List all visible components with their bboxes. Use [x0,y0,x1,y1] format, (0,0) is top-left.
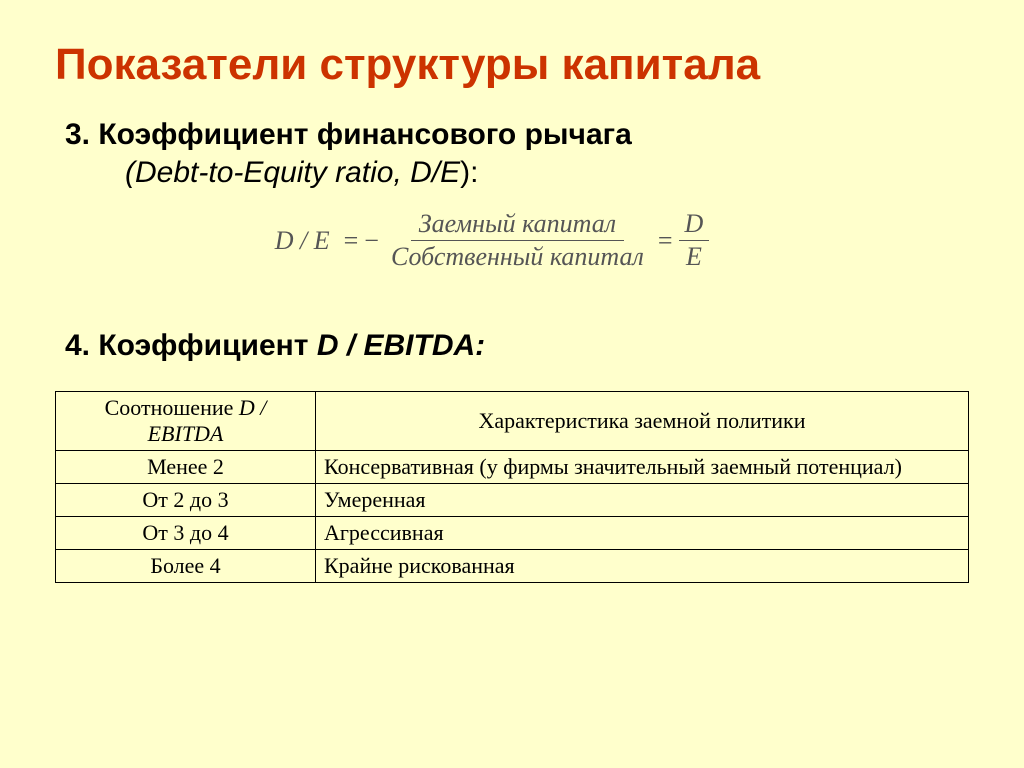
col-header-ratio: Соотношение D / EBITDA [56,391,316,450]
fraction-num: Заемный капитал [411,208,624,242]
cell-ratio: От 3 до 4 [56,516,316,549]
equals-1: = [344,226,359,256]
fraction-de: D E [679,208,710,274]
col-header-desc: Характеристика заемной политики [316,391,969,450]
section-3-sub: (Debt-to-Equity ratio, D/E): [125,156,969,190]
cell-desc: Крайне рискованная [316,549,969,582]
slide-title: Показатели структуры капитала [55,40,969,90]
formula-container: D / E = − Заемный капитал Собственный ка… [15,208,969,274]
table-row: От 3 до 4 Агрессивная [56,516,969,549]
section-4-prefix: 4. Коэффициент [65,329,317,362]
cell-ratio: От 2 до 3 [56,483,316,516]
section-4-heading: 4. Коэффициент D / EBITDA: [65,329,969,363]
paren-open: ( [125,156,135,189]
cell-ratio: Менее 2 [56,450,316,483]
table-row: От 2 до 3 Умеренная [56,483,969,516]
cell-desc: Консервативная (у фирмы значительный зае… [316,450,969,483]
col1-text-a: Соотношение [105,395,239,420]
debitda-table: Соотношение D / EBITDA Характеристика за… [55,391,969,583]
fraction-words: Заемный капитал Собственный капитал [383,208,652,274]
formula-lhs: D / E [275,226,330,256]
table-row: Менее 2 Консервативная (у фирмы значител… [56,450,969,483]
table-header-row: Соотношение D / EBITDA Характеристика за… [56,391,969,450]
minus-sign: − [364,226,379,256]
section-3-heading: 3. Коэффициент финансового рычага [65,115,969,156]
table-row: Более 4 Крайне рискованная [56,549,969,582]
fraction-den: Собственный капитал [383,241,652,274]
cell-desc: Умеренная [316,483,969,516]
de-formula: D / E = − Заемный капитал Собственный ка… [275,208,710,274]
equals-2: = [658,226,673,256]
section-4-italic: D / EBITDA: [317,329,485,362]
cell-desc: Агрессивная [316,516,969,549]
cell-ratio: Более 4 [56,549,316,582]
section-3-sub-text: Debt-to-Equity ratio, D/E [135,156,460,189]
fraction-d: D [679,208,710,242]
fraction-e: E [680,241,708,274]
paren-close: ): [460,156,478,189]
